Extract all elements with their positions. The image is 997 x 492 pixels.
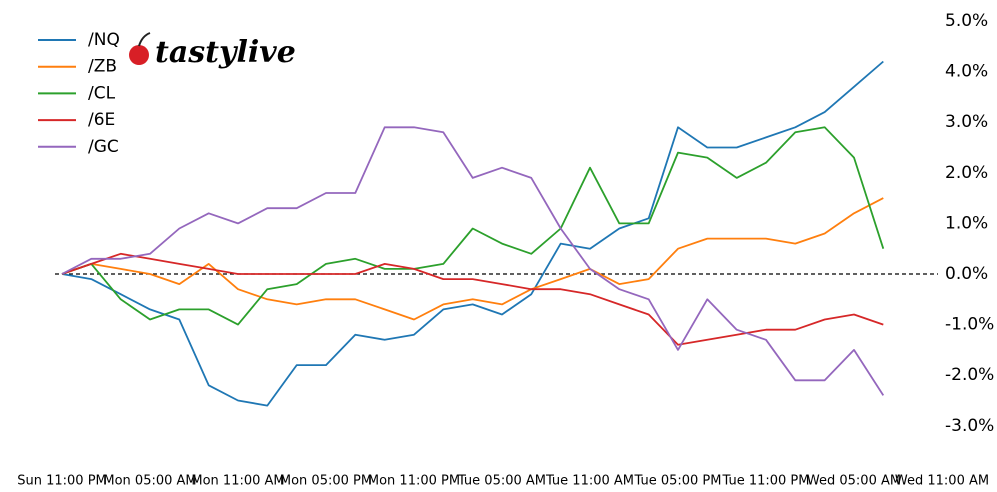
x-tick-label: Tue 05:00 PM — [634, 474, 722, 489]
legend-label: /NQ — [88, 30, 120, 50]
logo-cherry — [129, 45, 149, 65]
x-tick-label: Mon 11:00 AM — [191, 474, 284, 489]
x-tick-label: Wed 11:00 AM — [895, 474, 989, 489]
x-tick-label: Tue 11:00 AM — [545, 474, 634, 489]
y-tick-label: -3.0% — [945, 416, 994, 436]
x-tick-label: Mon 05:00 PM — [280, 474, 372, 489]
series-line — [61, 126, 885, 326]
legend-label: /6E — [88, 110, 115, 130]
y-tick-label: 3.0% — [945, 112, 988, 132]
y-tick-label: 1.0% — [945, 213, 988, 233]
series-line — [61, 60, 884, 407]
x-tick-label: Mon 11:00 PM — [368, 474, 460, 489]
y-tick-label: 4.0% — [945, 62, 988, 82]
x-tick-label: Tue 05:00 AM — [457, 474, 546, 489]
legend-label: /ZB — [88, 57, 117, 77]
y-tick-label: 2.0% — [945, 163, 988, 183]
y-tick-label: 5.0% — [945, 11, 988, 31]
x-tick-label: Mon 05:00 AM — [103, 474, 196, 489]
logo-text: tastylive — [155, 35, 296, 70]
x-tick-label: Wed 05:00 AM — [807, 474, 901, 489]
legend-label: /GC — [88, 137, 119, 157]
legend-label: /CL — [88, 83, 116, 103]
x-tick-label: Sun 11:00 PM — [17, 474, 107, 489]
series-line — [61, 197, 884, 321]
y-tick-label: -2.0% — [945, 365, 994, 385]
y-tick-label: 0.0% — [945, 264, 988, 284]
series-line — [61, 126, 885, 396]
logo-stem — [138, 32, 151, 47]
x-tick-label: Tue 11:00 PM — [722, 474, 810, 489]
y-tick-label: -1.0% — [945, 315, 994, 335]
